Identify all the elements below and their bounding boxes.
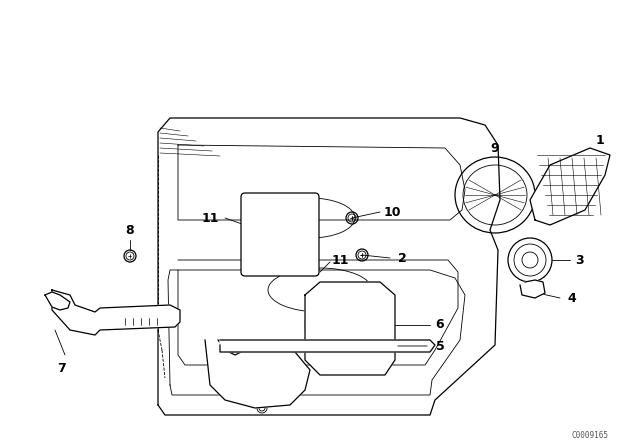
Polygon shape (220, 340, 435, 352)
Polygon shape (52, 290, 180, 335)
Text: 1: 1 (596, 134, 604, 146)
Polygon shape (158, 118, 500, 415)
Text: 7: 7 (58, 362, 67, 375)
Polygon shape (530, 148, 610, 225)
Polygon shape (305, 282, 395, 375)
Text: 6: 6 (436, 319, 444, 332)
FancyBboxPatch shape (241, 193, 319, 276)
Polygon shape (45, 292, 70, 310)
Text: 4: 4 (568, 292, 577, 305)
Text: 3: 3 (576, 254, 584, 267)
Text: 9: 9 (491, 142, 499, 155)
Text: C0009165: C0009165 (572, 431, 609, 439)
Text: 2: 2 (397, 251, 406, 264)
Text: 8: 8 (125, 224, 134, 237)
Text: 10: 10 (383, 206, 401, 219)
Text: 5: 5 (436, 340, 444, 353)
Text: 11: 11 (332, 254, 349, 267)
Polygon shape (520, 280, 545, 298)
Polygon shape (205, 340, 310, 408)
Text: 11: 11 (201, 211, 219, 224)
